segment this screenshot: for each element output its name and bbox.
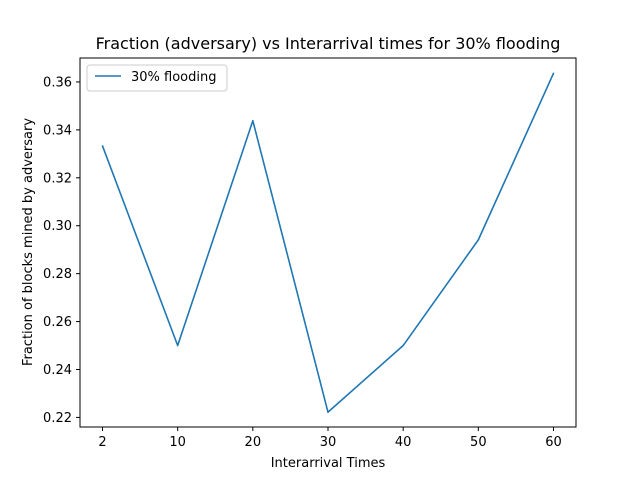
plot-area bbox=[101, 72, 555, 413]
x-tick-label: 30 bbox=[320, 435, 337, 450]
x-tick-label: 60 bbox=[545, 435, 562, 450]
y-tick-label: 0.28 bbox=[43, 267, 72, 282]
data-point bbox=[101, 145, 104, 147]
data-point bbox=[402, 344, 404, 347]
x-tick-label: 50 bbox=[470, 435, 487, 450]
data-point bbox=[552, 72, 555, 75]
x-tick-label: 40 bbox=[395, 435, 412, 450]
y-tick-label: 0.24 bbox=[43, 363, 72, 378]
x-axis: 2 10 20 30 40 50 60 bbox=[98, 427, 562, 450]
x-tick-label: 20 bbox=[245, 435, 262, 450]
x-tick-label: 10 bbox=[169, 435, 186, 450]
data-point bbox=[327, 411, 329, 413]
x-axis-label: Interarrival Times bbox=[271, 456, 386, 471]
data-point bbox=[252, 119, 254, 122]
legend-box bbox=[86, 64, 228, 92]
legend-label: 30% flooding bbox=[131, 70, 216, 85]
chart-title: Fraction (adversary) vs Interarrival tim… bbox=[96, 34, 561, 53]
y-axis-label: Fraction of blocks mined by adversary bbox=[21, 118, 36, 366]
legend: 30% flooding bbox=[86, 64, 228, 92]
data-point bbox=[477, 239, 480, 241]
y-tick-label: 0.36 bbox=[43, 75, 72, 90]
x-tick-label: 2 bbox=[98, 435, 106, 450]
y-tick-label: 0.32 bbox=[43, 171, 72, 186]
data-point bbox=[176, 344, 179, 347]
y-tick-label: 0.26 bbox=[43, 315, 72, 330]
y-tick-label: 0.30 bbox=[43, 219, 72, 234]
y-axis: 0.22 0.24 0.26 0.28 0.30 0.32 0.34 0.36 bbox=[43, 75, 80, 426]
y-tick-label: 0.22 bbox=[43, 411, 72, 426]
y-tick-label: 0.34 bbox=[43, 123, 72, 138]
